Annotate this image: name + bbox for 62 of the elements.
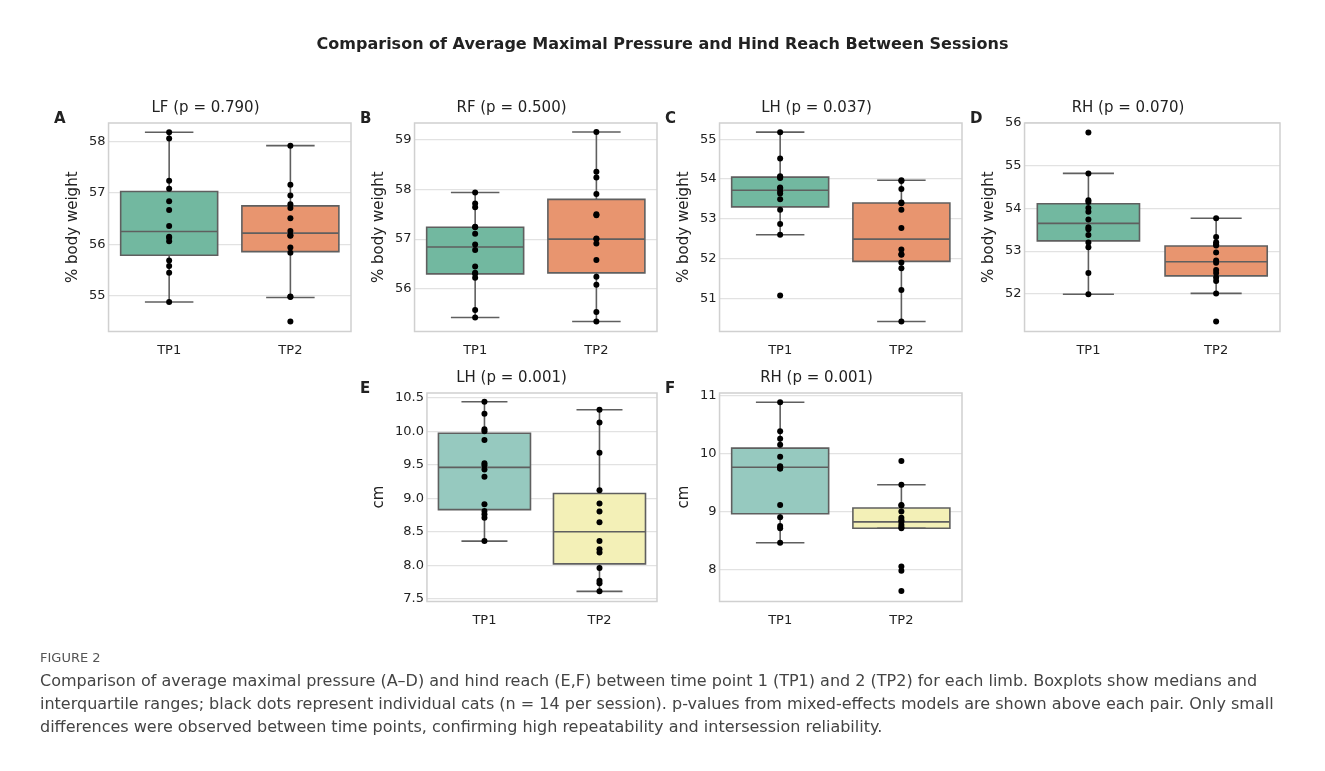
y-tick-label: 8 <box>708 561 717 577</box>
y-tick-label: 52 <box>1005 285 1022 301</box>
chart-title: RH (p = 0.070) <box>1071 97 1185 116</box>
y-tick-label: 53 <box>1005 242 1022 258</box>
x-tick-label: TP2 <box>586 611 612 627</box>
chart-title: RF (p = 0.500) <box>456 97 567 116</box>
y-tick-label: 10.5 <box>394 389 424 405</box>
y-axis-title: % body weight <box>978 171 997 283</box>
y-axis-title: cm <box>673 485 692 509</box>
chart-title: RH (p = 0.001) <box>760 367 873 386</box>
y-tick-label: 55 <box>1005 157 1022 173</box>
x-tick-label: TP1 <box>471 611 497 627</box>
text: Comparison of average maximal pressure (A–D) and hind reach (E,F) between time point 1 (TP1) and 2 (TP2) for each limb. Boxplots show medians and interquartile ranges; black dots represent individual cats (n = 14 per session). p-values from mixed-effects models are shown above each pair. Only small differences were observed between time points, confirming high repeatability and intersession reliability. <box>40 670 1275 738</box>
y-tick-label: 58 <box>89 132 106 148</box>
y-tick-label: 11 <box>700 387 717 403</box>
x-tick-label: TP1 <box>462 341 488 357</box>
y-axis-title: % body weight <box>368 171 387 283</box>
y-tick-label: 8.0 <box>403 556 424 572</box>
y-tick-label: 51 <box>700 289 717 305</box>
x-tick-label: TP1 <box>1075 341 1101 357</box>
x-tick-label: TP1 <box>767 611 793 627</box>
text: C <box>665 109 677 127</box>
x-tick-label: TP1 <box>767 341 793 357</box>
x-tick-label: TP2 <box>1203 341 1229 357</box>
y-tick-label: 56 <box>1005 114 1022 130</box>
y-tick-label: 56 <box>395 280 412 296</box>
text: F <box>665 379 676 397</box>
text: B <box>360 109 372 127</box>
chart-title: LH (p = 0.001) <box>456 367 567 386</box>
y-axis-title: % body weight <box>673 171 692 283</box>
text: Comparison of Average Maximal Pressure and Hind Reach Between Sessions <box>315 34 1010 53</box>
y-tick-label: 55 <box>89 287 106 303</box>
y-tick-label: 53 <box>700 210 717 226</box>
y-tick-label: 9.0 <box>403 489 424 505</box>
caption: FIGURE 2 <box>40 650 102 665</box>
y-tick-label: 54 <box>1005 199 1022 215</box>
y-tick-label: 57 <box>395 230 412 246</box>
y-axis-title: cm <box>368 485 387 509</box>
chart-title: LH (p = 0.037) <box>761 97 872 116</box>
text: E <box>360 379 371 397</box>
y-tick-label: 8.5 <box>403 523 424 539</box>
y-tick-label: 55 <box>700 130 717 146</box>
y-tick-label: 59 <box>395 131 412 147</box>
y-tick-label: 57 <box>89 184 106 200</box>
x-tick-label: TP2 <box>888 611 914 627</box>
y-tick-label: 9 <box>708 503 717 519</box>
y-tick-label: 9.5 <box>403 456 424 472</box>
y-tick-label: 10.0 <box>394 422 424 438</box>
x-tick-label: TP2 <box>277 341 303 357</box>
y-tick-label: 58 <box>395 180 412 196</box>
y-axis-title: % body weight <box>62 171 81 283</box>
y-tick-label: 10 <box>700 445 717 461</box>
chart-title: LF (p = 0.790) <box>151 97 260 116</box>
text: D <box>970 109 983 127</box>
x-tick-label: TP1 <box>156 341 182 357</box>
y-tick-label: 52 <box>700 249 717 265</box>
y-tick-label: 7.5 <box>403 590 424 606</box>
y-tick-label: 56 <box>89 235 106 251</box>
x-tick-label: TP2 <box>888 341 914 357</box>
y-tick-label: 54 <box>700 170 717 186</box>
x-tick-label: TP2 <box>583 341 609 357</box>
text: A <box>54 109 66 127</box>
